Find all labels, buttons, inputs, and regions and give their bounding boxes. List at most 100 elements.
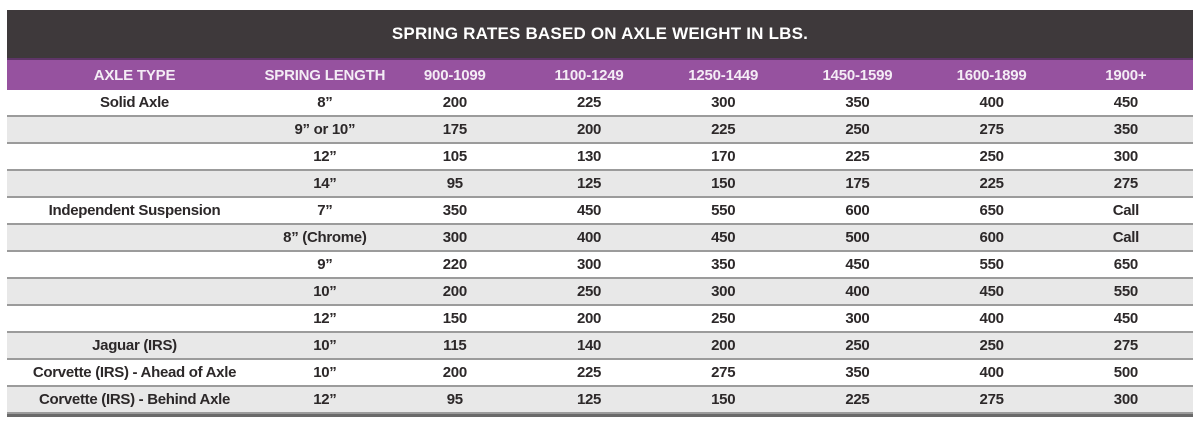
rate-cell: Call (1112, 202, 1140, 219)
rate-cell: 250 (576, 283, 602, 300)
axle-type-cell (7, 170, 262, 197)
rate-cell: 225 (576, 364, 602, 381)
rate-cell: 500 (845, 229, 870, 246)
axle-type-cell (7, 224, 262, 251)
axle-type-cell (7, 278, 262, 305)
table-title-bar: SPRING RATES BASED ON AXLE WEIGHT IN LBS… (7, 10, 1193, 58)
header-row: AXLE TYPE SPRING LENGTH 900-1099 1100-1249 1… (7, 58, 1193, 90)
rate-cell: 125 (576, 175, 602, 192)
rate-cell: 225 (845, 391, 870, 408)
axle-type-cell (7, 251, 262, 278)
rate-cell: 95 (446, 391, 463, 408)
table-row: Solid Axle 8” 200 225 300 350 400 450 (7, 90, 1193, 116)
spring-length-cell: 10” (313, 337, 337, 354)
rate-cell: 125 (576, 391, 602, 408)
rate-cell: 105 (442, 148, 467, 165)
rate-cell: 250 (711, 310, 736, 327)
column-header: 900-1099 (387, 58, 522, 90)
axle-type-cell: Corvette (IRS) - Ahead of Axle (32, 364, 237, 381)
rate-cell: 275 (1113, 175, 1138, 192)
rate-cell: 200 (711, 337, 736, 354)
spring-length-cell: 12” (313, 310, 337, 327)
spring-length-cell: 8” (Chrome) (283, 229, 367, 246)
rate-cell: 450 (845, 256, 870, 273)
rate-cell: 450 (711, 229, 736, 246)
rate-cell: 450 (1113, 310, 1138, 327)
rate-cell: 275 (1113, 337, 1138, 354)
table-body: Solid Axle 8” 200 225 300 350 400 450 9” or 10” 1… (7, 90, 1193, 413)
rate-cell: 275 (979, 391, 1004, 408)
rate-cell: 200 (442, 283, 467, 300)
rate-cell: 130 (576, 148, 602, 165)
column-header: 1100-1249 (521, 58, 657, 90)
rate-cell: 300 (442, 229, 467, 246)
rate-cell: 300 (1113, 391, 1138, 408)
rate-cell: 220 (442, 256, 467, 273)
rate-cell: 350 (442, 202, 467, 219)
rate-cell: 140 (576, 337, 602, 354)
rate-cell: 350 (845, 94, 870, 111)
rate-cell: 450 (576, 202, 602, 219)
rate-cell: 400 (979, 364, 1004, 381)
rate-cell: 550 (979, 256, 1004, 273)
column-header: 1600-1899 (924, 58, 1059, 90)
column-header: SPRING LENGTH (262, 58, 388, 90)
rate-cell: 400 (979, 310, 1004, 327)
column-header: 1450-1599 (790, 58, 925, 90)
rate-cell: 175 (845, 175, 870, 192)
axle-type-cell: Jaguar (IRS) (92, 337, 177, 354)
spring-length-cell: 8” (317, 94, 333, 111)
rate-cell: 400 (979, 94, 1004, 111)
rate-cell: 250 (979, 337, 1004, 354)
table-row: 9” 220 300 350 450 550 650 (7, 251, 1193, 278)
rate-cell: 650 (979, 202, 1004, 219)
rate-cell: 115 (443, 337, 467, 354)
rate-cell: 200 (442, 364, 467, 381)
rate-cell: 450 (979, 283, 1004, 300)
rate-cell: 200 (442, 94, 467, 111)
rate-cell: Call (1112, 229, 1140, 246)
rate-cell: 650 (1113, 256, 1138, 273)
rate-cell: 95 (446, 175, 463, 192)
table-row: Independent Suspension 7” 350 450 550 600 650 C… (7, 197, 1193, 224)
spring-length-cell: 9” or 10” (294, 121, 356, 138)
rate-cell: 300 (576, 256, 602, 273)
axle-type-cell (7, 116, 262, 143)
spring-length-cell: 10” (313, 364, 337, 381)
axle-type-cell: Solid Axle (100, 94, 169, 111)
rate-cell: 225 (576, 94, 602, 111)
rate-cell: 200 (576, 310, 602, 327)
table-row: 12” 105 130 170 225 250 300 (7, 143, 1193, 170)
axle-type-cell (7, 143, 262, 170)
rate-cell: 150 (711, 391, 736, 408)
table-row: 9” or 10” 175 200 225 250 275 350 (7, 116, 1193, 143)
rate-cell: 400 (845, 283, 870, 300)
column-header: 1900+ (1058, 58, 1193, 90)
table-row: 14” 95 125 150 175 225 275 (7, 170, 1193, 197)
rate-cell: 300 (711, 283, 736, 300)
spring-length-cell: 14” (313, 175, 337, 192)
rate-cell: 170 (711, 148, 736, 165)
column-header: AXLE TYPE (7, 58, 262, 90)
rate-cell: 300 (711, 94, 736, 111)
rate-cell: 600 (845, 202, 870, 219)
table-title: SPRING RATES BASED ON AXLE WEIGHT IN LBS… (391, 24, 809, 43)
table-row: 8” (Chrome) 300 400 450 500 600 Call (7, 224, 1193, 251)
rate-cell: 550 (711, 202, 736, 219)
rate-cell: 250 (979, 148, 1004, 165)
table-wrap: AXLE TYPE SPRING LENGTH 900-1099 1100-1249 1… (7, 58, 1193, 417)
spring-length-cell: 10” (313, 283, 337, 300)
axle-type-cell: Corvette (IRS) - Behind Axle (38, 391, 231, 408)
spring-length-cell: 12” (313, 148, 337, 165)
rate-cell: 500 (1113, 364, 1138, 381)
spring-rates-table: AXLE TYPE SPRING LENGTH 900-1099 1100-1249 1… (7, 58, 1193, 414)
rate-cell: 150 (442, 310, 467, 327)
axle-type-cell (7, 305, 262, 332)
rate-cell: 225 (979, 175, 1004, 192)
rate-cell: 250 (845, 121, 870, 138)
rate-cell: 250 (845, 337, 870, 354)
rate-cell: 400 (576, 229, 602, 246)
rate-cell: 275 (979, 121, 1004, 138)
rate-cell: 350 (711, 256, 736, 273)
rate-cell: 350 (1113, 121, 1138, 138)
